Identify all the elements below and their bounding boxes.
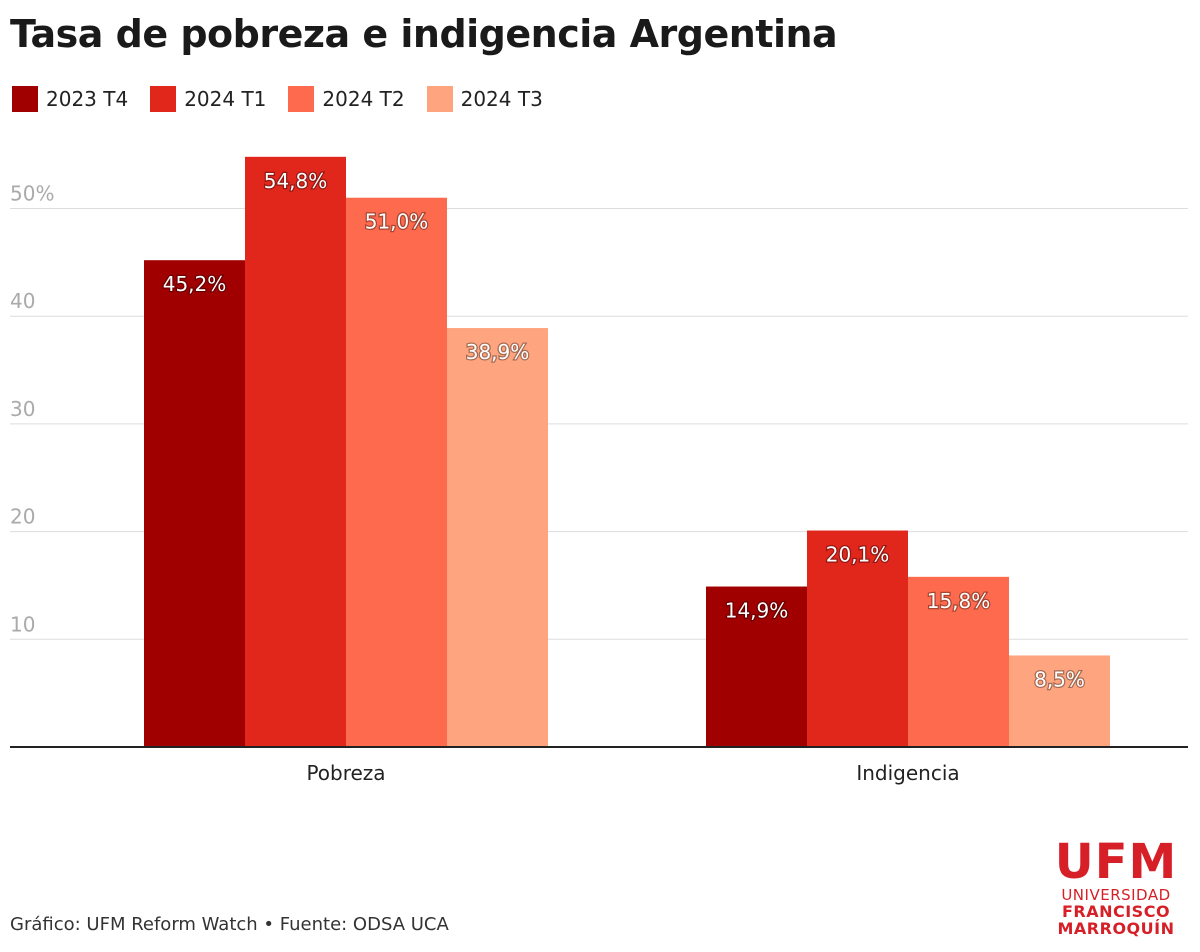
bar [908,576,1009,747]
data-label: 51,0% [365,210,429,234]
data-label: 14,9% [725,599,789,623]
legend-item: 2024 T1 [150,86,266,112]
x-tick-label: Indigencia [856,761,959,785]
data-label: 8,5% [1034,667,1085,691]
logo-main-text: UFM [1054,834,1178,890]
bar [245,156,346,747]
x-tick-label: Pobreza [306,761,385,785]
data-label: 54,8% [264,169,328,193]
legend-swatch [12,86,38,112]
bar [1009,655,1110,747]
bar [447,328,548,747]
legend-item: 2024 T2 [288,86,405,112]
y-tick-label: 30 [10,397,35,421]
y-tick-label: 50% [10,182,54,206]
y-tick-label: 40 [10,289,35,313]
data-label: 38,9% [466,340,530,364]
bar-chart: 10 20 30 40 50% 45,2% 54,8% 51,0% 38,9% Pobreza 14… [10,156,1188,785]
data-label: 45,2% [163,272,227,296]
legend-swatch [288,86,315,112]
legend-item: 2023 T4 [12,86,128,112]
chart-footer: Gráfico: UFM Reform Watch • Fuente: ODSA… [10,914,449,935]
y-tick-label: 20 [10,505,35,529]
y-tick-label: 10 [10,612,35,636]
legend-label: 2024 T1 [184,87,267,111]
legend: 2023 T4 2024 T1 2024 T2 2024 T3 [12,86,565,112]
chart-title: Tasa de pobreza e indigencia Argentina [10,12,838,56]
data-label: 15,8% [927,589,991,613]
ufm-logo: UFM UNIVERSIDAD FRANCISCO MARROQUÍN [1046,838,1186,937]
legend-label: 2024 T2 [322,87,405,111]
logo-line-1: UNIVERSIDAD [1061,886,1171,904]
legend-label: 2023 T4 [46,87,129,111]
logo-line-3: MARROQUÍN [1057,919,1175,938]
legend-item: 2024 T3 [426,86,543,112]
legend-label: 2024 T3 [460,87,543,111]
bar [346,197,447,748]
data-label: 20,1% [826,543,890,567]
bar [706,586,807,747]
bar [144,260,245,747]
logo-line-2: FRANCISCO [1061,902,1171,921]
bar [807,530,908,747]
legend-swatch [150,86,177,112]
legend-swatch [426,86,453,112]
